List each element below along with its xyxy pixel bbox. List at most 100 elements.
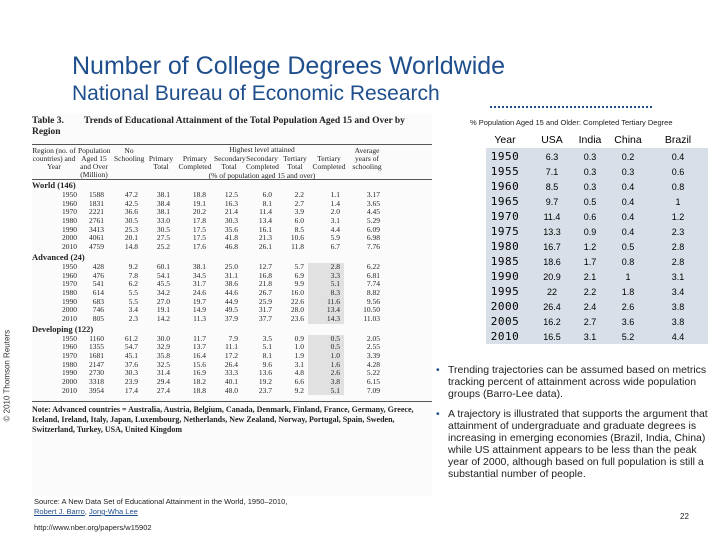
table-cell: 4.45 xyxy=(366,207,380,217)
tertiary-highlight xyxy=(308,297,344,307)
table-row: 1990 2730 30.3 31.4 16.9 33.3 13.6 4.8 2.6 5.22 xyxy=(32,368,432,379)
bullet-item: Trending trajectories can be assumed bas… xyxy=(432,364,714,400)
table-cell: 1831 xyxy=(89,198,104,208)
table-row: 2000 746 3.4 19.1 14.9 49.5 31.7 28.0 13.4 10.50 xyxy=(32,306,432,315)
table-cell: 2.55 xyxy=(366,342,380,352)
table-row: 1965 9.7 0.5 0.4 1 xyxy=(486,195,708,209)
table-cell: 31.7 xyxy=(258,305,272,315)
table-row: 2000 3318 23.9 29.4 18.2 40.1 19.2 6.6 3.8 6.15 xyxy=(32,377,432,387)
table-row: 2010 805 2.3 14.2 11.3 37.9 37.7 23.6 14.3 11.03 xyxy=(32,313,432,324)
table-row: 1980 614 5.5 34.2 24.6 44.6 26.7 16.0 8.3 8.82 xyxy=(32,287,432,298)
table-cell: 1.0 xyxy=(294,342,304,352)
table-cell: 1.2 xyxy=(671,212,685,222)
table-cell: 6.2 xyxy=(128,279,138,289)
table-row: 2010 4759 14.8 25.2 17.6 46.8 26.1 11.8 6.7 7.76 xyxy=(32,242,432,252)
table-cell: 2000 xyxy=(62,305,77,315)
table-cell: 1980 xyxy=(62,216,77,226)
table-cell: 16.4 xyxy=(192,351,206,360)
table-cell: 2010 xyxy=(62,313,77,323)
table-cell: 27.5 xyxy=(156,233,170,243)
scanned-column-header: Primary Completed xyxy=(178,154,212,171)
table-cell: 0.8 xyxy=(621,257,635,267)
table-cell: 0.6 xyxy=(671,167,685,177)
table-cell: 18.2 xyxy=(192,377,206,387)
table-cell: 29.4 xyxy=(156,377,170,387)
table-cell: 14.9 xyxy=(192,305,206,315)
table-cell: 2000 xyxy=(62,377,77,387)
table-cell: 0.4 xyxy=(621,182,635,192)
author-link-lee[interactable]: Jong-Wha Lee xyxy=(89,507,138,516)
table-cell: 3.39 xyxy=(366,351,380,360)
table-cell: 31.4 xyxy=(156,368,170,378)
table-cell: 0.4 xyxy=(621,197,635,207)
scanned-column-header: No Schooling xyxy=(114,146,145,163)
table-cell: 0.3 xyxy=(583,167,597,177)
table-cell: 6.81 xyxy=(366,270,380,280)
table-cell: 1160 xyxy=(89,333,104,343)
table-cell: 38.1 xyxy=(156,207,170,217)
vertical-credit: © 2010 Thomson Reuters xyxy=(2,329,12,422)
table-cell: 13.7 xyxy=(192,342,206,352)
tertiary-highlight xyxy=(308,288,344,298)
table-cell: 38.6 xyxy=(224,279,238,289)
scanned-table-body: World (146) 1950 1588 47.2 38.1 18.8 12.5 6.0 2.… xyxy=(32,180,432,396)
table-cell: 7.1 xyxy=(545,167,559,177)
table-cell: 0.9 xyxy=(583,227,597,237)
table-cell: 1975 xyxy=(490,225,520,238)
page-number: 22 xyxy=(680,512,689,521)
table-cell: 54.1 xyxy=(156,270,170,280)
table-cell: 46.8 xyxy=(224,242,238,252)
table-cell: 38.1 xyxy=(192,261,206,271)
table-cell: 1 xyxy=(675,197,681,207)
table-cell: 5.5 xyxy=(128,287,138,297)
table-cell: 1960 xyxy=(490,180,520,193)
table-cell: 17.4 xyxy=(124,385,138,395)
table-cell: 6.22 xyxy=(366,261,380,271)
author-link-barro[interactable]: Robert J. Barro xyxy=(34,507,85,516)
table-cell: 6.9 xyxy=(294,270,304,280)
table-row: 1970 541 6.2 45.5 31.7 38.6 21.8 9.9 5.1 7.74 xyxy=(32,279,432,289)
table-cell: 2221 xyxy=(89,207,104,217)
table-cell: 30.0 xyxy=(156,333,170,343)
table-cell: 30.5 xyxy=(156,224,170,234)
table-cell: 11.4 xyxy=(259,207,272,217)
scanned-table-title: Trends of Educational Attainment of the … xyxy=(32,116,405,137)
table-cell: 34.2 xyxy=(156,287,170,297)
table-row: 1990 3413 25.3 30.5 17.5 35.6 16.1 8.5 4.4 6.09 xyxy=(32,224,432,235)
table-cell: 0.3 xyxy=(583,182,597,192)
tertiary-highlight xyxy=(308,306,344,315)
table-cell: 1990 xyxy=(62,296,77,306)
table-cell: 5.2 xyxy=(621,332,635,342)
table-cell: 11.3 xyxy=(193,313,206,323)
table-cell: 0.5 xyxy=(330,342,340,352)
table-cell: 1960 xyxy=(62,270,77,280)
table-cell: 45.1 xyxy=(124,351,138,360)
table-cell: 541 xyxy=(92,279,104,289)
bullet-item: A trajectory is illustrated that support… xyxy=(432,408,714,480)
header-group-label: Highest level attained xyxy=(229,145,295,154)
table-cell: 10.50 xyxy=(363,305,380,315)
table-cell: 2000 xyxy=(62,233,77,243)
table-cell: 2761 xyxy=(89,216,104,226)
table-cell: 2010 xyxy=(490,330,520,343)
header-sub-label: (% of population aged 15 and over) xyxy=(208,171,316,180)
table-row: 1960 1355 54.7 32.9 13.7 11.1 5.1 1.0 0.5 2.55 xyxy=(32,343,432,352)
table-cell: 0.4 xyxy=(621,227,635,237)
table-cell: 9.2 xyxy=(128,261,138,271)
source-url[interactable]: http://www.nber.org/papers/w15902 xyxy=(34,523,152,532)
table-cell: 1970 xyxy=(62,351,77,360)
bullet-list: Trending trajectories can be assumed bas… xyxy=(432,364,714,488)
table-cell: 1965 xyxy=(490,195,520,208)
table-cell: 2.05 xyxy=(366,333,380,343)
table-cell: 35.8 xyxy=(156,351,170,360)
table-row: 2000 26.4 2.4 2.6 3.8 xyxy=(486,300,708,314)
tertiary-highlight xyxy=(308,369,344,379)
table-cell: 6.0 xyxy=(262,190,272,199)
table-cell: 26.4 xyxy=(543,302,561,312)
table-cell: 48.0 xyxy=(224,385,238,395)
table-cell: 16.8 xyxy=(258,270,272,280)
table-cell: 35.6 xyxy=(224,224,238,234)
table-cell: 11.6 xyxy=(327,296,340,306)
table-cell: 476 xyxy=(92,270,104,280)
table-cell: 18.8 xyxy=(192,385,206,395)
